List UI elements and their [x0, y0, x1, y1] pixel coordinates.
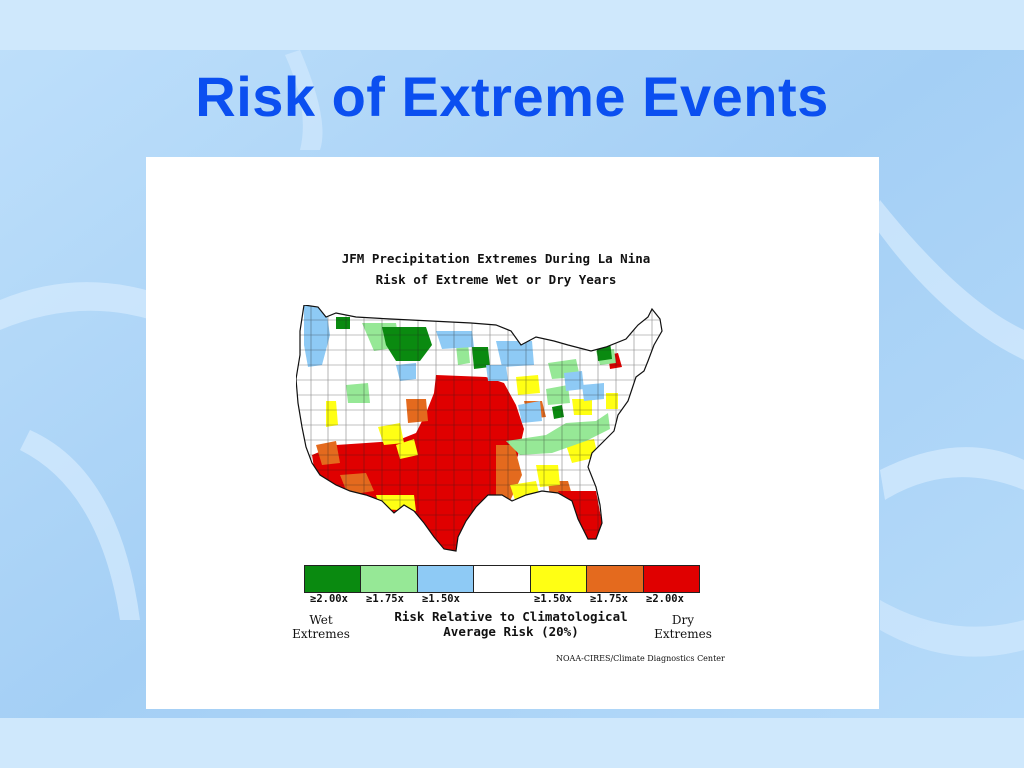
- source-credit: NOAA-CIRES/Climate Diagnostics Center: [556, 654, 725, 663]
- legend-color-bar: [304, 565, 700, 593]
- legend-label-wet-150: ≥1.50x: [422, 593, 460, 605]
- legend-swatch-wet-200: [305, 566, 362, 592]
- legend-label-wet-200: ≥2.00x: [310, 593, 348, 605]
- legend-dry-extremes-label: Dry Extremes: [654, 613, 712, 641]
- legend-swatch-dry-150: [530, 566, 588, 592]
- legend-label-dry-200: ≥2.00x: [646, 593, 684, 605]
- legend-wet-extremes-label: Wet Extremes: [292, 613, 350, 641]
- legend-swatch-dry-200: [643, 566, 699, 592]
- slide-title: Risk of Extreme Events: [195, 65, 829, 128]
- legend-caption-line2: Average Risk (20%): [443, 624, 579, 639]
- legend-label-dry-175: ≥1.75x: [590, 593, 628, 605]
- map-subtitle: Risk of Extreme Wet or Dry Years: [375, 272, 617, 287]
- map-title: JFM Precipitation Extremes During La Nin…: [341, 251, 651, 266]
- legend-swatch-dry-175: [587, 566, 644, 592]
- legend-swatch-neutral: [474, 566, 531, 592]
- legend-caption-line1: Risk Relative to Climatological: [394, 609, 628, 624]
- us-precipitation-risk-map: [296, 305, 663, 552]
- legend-label-wet-175: ≥1.75x: [366, 593, 404, 605]
- legend-swatch-wet-150: [417, 566, 475, 592]
- map-panel: JFM Precipitation Extremes During La Nin…: [146, 157, 879, 709]
- legend-swatch-wet-175: [361, 566, 418, 592]
- legend-label-dry-150: ≥1.50x: [534, 593, 572, 605]
